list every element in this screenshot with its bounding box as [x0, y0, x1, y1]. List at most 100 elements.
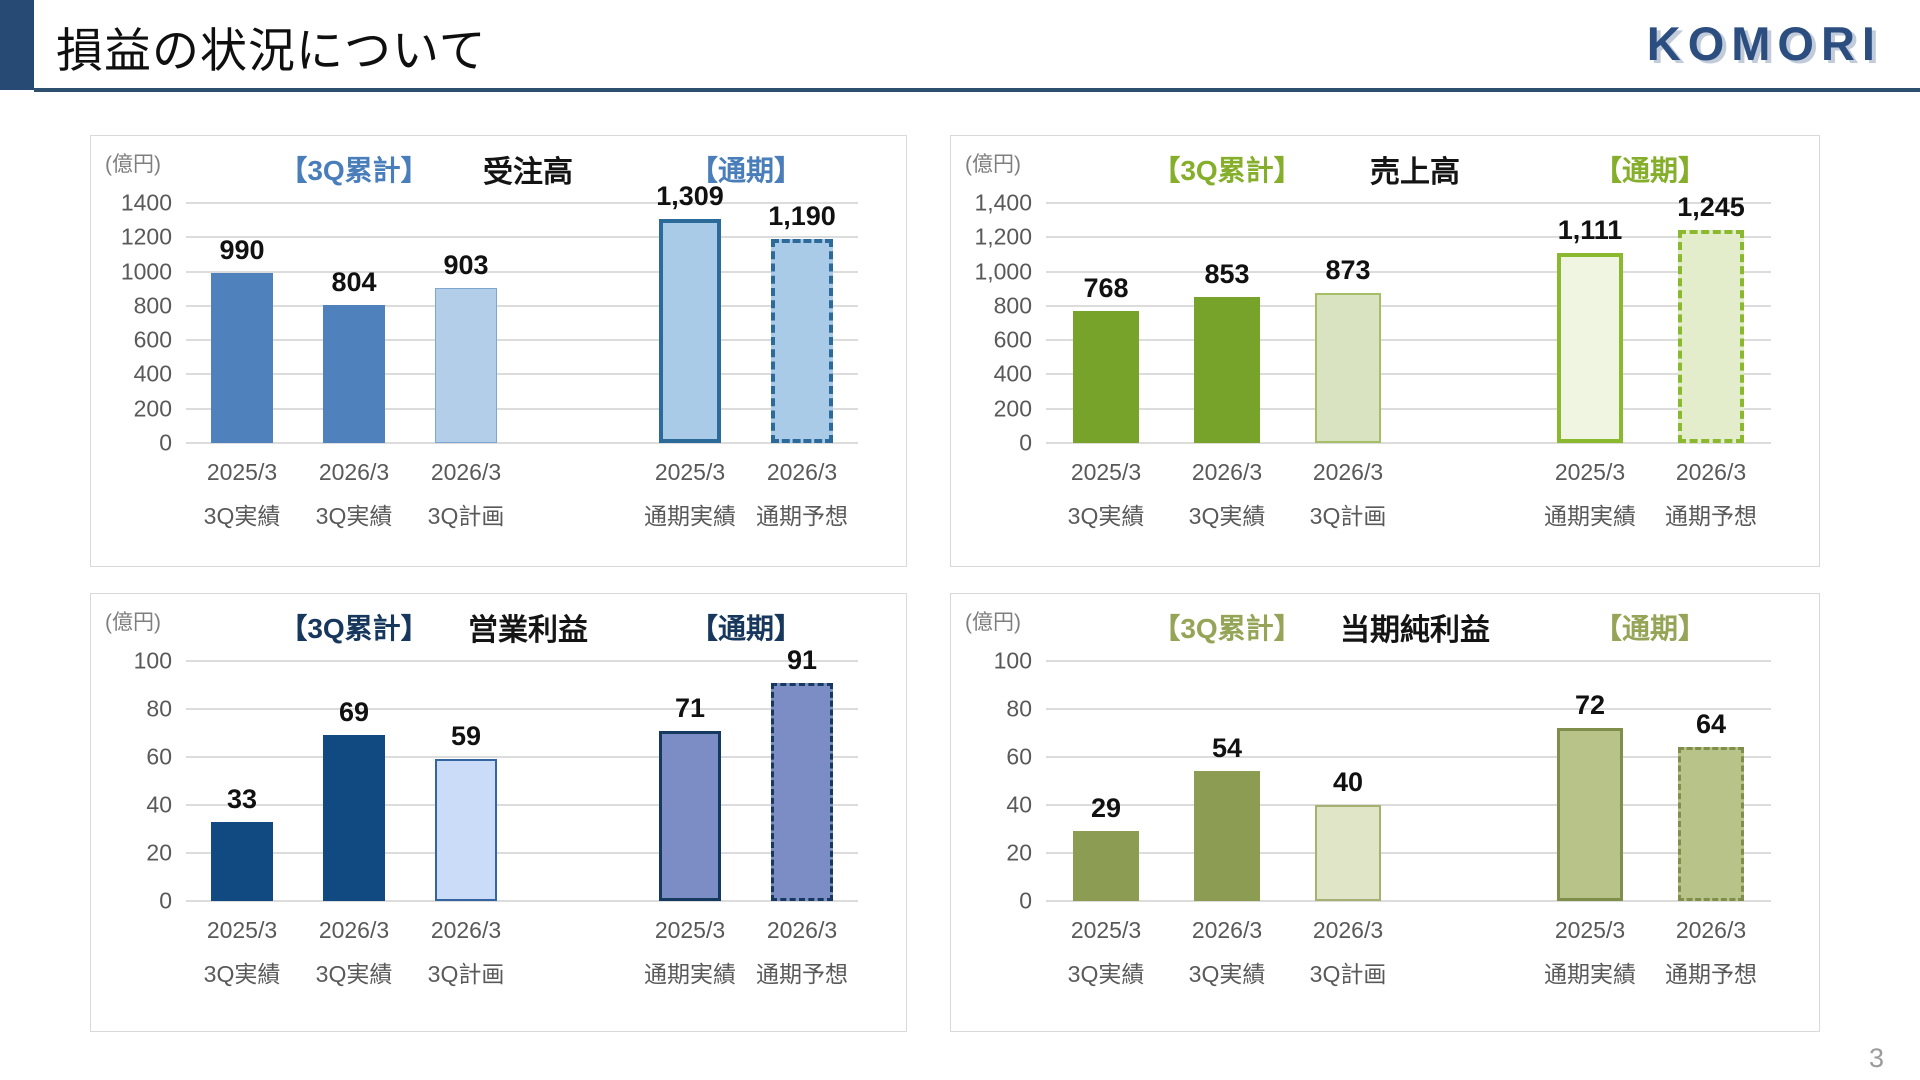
y-axis-tick-label: 400	[993, 360, 1032, 387]
x-axis-label-period: 2026/3	[766, 459, 838, 485]
y-axis-tick-label: 20	[1006, 839, 1032, 866]
y-axis-tick-label: 1400	[120, 189, 172, 216]
y-axis-tick-label: 80	[1006, 695, 1032, 722]
bar-orders-3	[659, 219, 721, 443]
bar-value-label: 903	[443, 250, 489, 280]
x-axis-label-period: 2026/3	[1312, 917, 1384, 943]
group-label-full-year: 【通期】	[1593, 613, 1707, 644]
x-axis-label-type: 3Q実績	[203, 961, 281, 987]
gridline	[186, 756, 858, 758]
bar-value-label: 804	[331, 267, 377, 297]
gridline	[186, 900, 858, 902]
x-axis-label-type: 3Q実績	[315, 961, 393, 987]
plot-area-sales: 1,400 1,200 1,000 800 600 400 200 0 768 2025/3 3Q実…	[974, 190, 1771, 529]
y-axis-tick-label: 60	[1006, 743, 1032, 770]
x-axis-label-period: 2026/3	[318, 459, 390, 485]
y-axis-tick-label: 0	[1019, 429, 1032, 456]
x-axis-label-type: 3Q実績	[1188, 503, 1266, 529]
bar-operating-profit-2	[435, 759, 497, 901]
x-axis-label-period: 2025/3	[1554, 917, 1626, 943]
gridline	[1046, 756, 1771, 758]
y-axis-tick-label: 1200	[120, 223, 172, 250]
group-label-3q-cumulative: 【3Q累計】	[1152, 155, 1302, 186]
gridline	[186, 236, 858, 238]
x-axis-label-type: 3Q実績	[1188, 961, 1266, 987]
y-axis-tick-label: 800	[993, 292, 1032, 319]
axis-unit-label: (億円)	[105, 611, 161, 634]
gridline	[1046, 442, 1771, 444]
bar-value-label: 69	[338, 697, 370, 727]
x-axis-label-period: 2025/3	[654, 459, 726, 485]
x-axis-label-type: 3Q計画	[427, 961, 505, 987]
x-axis-label-type: 3Q計画	[427, 503, 505, 529]
x-axis-label-type: 通期実績	[1544, 961, 1636, 987]
x-axis-label-period: 2025/3	[1070, 459, 1142, 485]
gridline	[186, 708, 858, 710]
bar-sales-2	[1315, 293, 1381, 443]
bar-orders-0	[211, 273, 273, 443]
x-axis-label-period: 2025/3	[206, 917, 278, 943]
bar-value-label: 1,190	[768, 201, 836, 231]
x-axis-label-type: 通期実績	[644, 961, 736, 987]
y-axis-tick-label: 600	[133, 326, 172, 353]
gridline	[186, 804, 858, 806]
x-axis-label-type: 通期予想	[756, 961, 848, 987]
x-axis-label-period: 2026/3	[430, 459, 502, 485]
bar-value-label: 29	[1090, 793, 1122, 823]
gridline	[186, 373, 858, 375]
bar-value-label: 33	[226, 784, 258, 814]
bar-value-label: 64	[1695, 709, 1727, 739]
y-axis-tick-label: 1,400	[974, 189, 1032, 216]
x-axis-label-type: 3Q計画	[1309, 503, 1387, 529]
y-axis-tick-label: 0	[1019, 887, 1032, 914]
y-axis-tick-label: 0	[159, 429, 172, 456]
bar-value-label: 91	[786, 645, 818, 675]
x-axis-label-period: 2026/3	[1675, 459, 1747, 485]
gridline	[186, 852, 858, 854]
chart-title-net-income: 当期純利益	[1340, 614, 1490, 647]
bar-value-label: 853	[1204, 259, 1250, 289]
y-axis-tick-label: 20	[146, 839, 172, 866]
bar-value-label: 59	[450, 721, 482, 751]
axis-unit-label: (億円)	[965, 611, 1021, 634]
x-axis-label-period: 2025/3	[1554, 459, 1626, 485]
y-axis-tick-label: 100	[993, 647, 1032, 674]
bar-operating-profit-4	[771, 683, 833, 901]
chart-title-operating-profit: 営業利益	[468, 614, 588, 647]
y-axis-tick-label: 80	[146, 695, 172, 722]
gridline	[186, 442, 858, 444]
plot-area-orders: 1400 1200 1000 800 600 400 200 0 990 2025/3 3Q実績 80…	[121, 181, 858, 529]
bar-sales-4	[1678, 230, 1744, 443]
page-number: 3	[1868, 1043, 1884, 1073]
title-accent-bar	[0, 0, 34, 90]
y-axis-tick-label: 200	[993, 395, 1032, 422]
x-axis-label-period: 2026/3	[430, 917, 502, 943]
plot-area-net-income: 100 80 60 40 20 0 29 2025/3 3Q実績 54 2026/3 3Q実績 40 20…	[994, 648, 1771, 987]
axis-unit-label: (億円)	[965, 153, 1021, 176]
bar-orders-2	[435, 288, 497, 443]
gridline	[186, 305, 858, 307]
x-axis-label-period: 2026/3	[318, 917, 390, 943]
group-label-full-year: 【通期】	[689, 613, 803, 644]
bar-net-income-0	[1073, 831, 1139, 901]
gridline	[1046, 660, 1771, 662]
y-axis-tick-label: 200	[133, 395, 172, 422]
y-axis-tick-label: 40	[146, 791, 172, 818]
gridline	[1046, 852, 1771, 854]
bar-net-income-4	[1678, 747, 1744, 901]
bar-value-label: 54	[1211, 733, 1243, 763]
bar-value-label: 72	[1574, 690, 1606, 720]
y-axis-tick-label: 40	[1006, 791, 1032, 818]
page-title: 損益の状況について	[56, 24, 487, 77]
gridline	[186, 271, 858, 273]
y-axis-tick-label: 100	[133, 647, 172, 674]
bar-sales-1	[1194, 297, 1260, 443]
chart-panel-operating-profit: (億円) 【3Q累計】 営業利益 【通期】 100 80 60 40 20 0 33 2025…	[90, 593, 907, 1032]
gridline	[1046, 236, 1771, 238]
gridline	[1046, 408, 1771, 410]
x-axis-label-period: 2025/3	[1070, 917, 1142, 943]
gridline	[1046, 202, 1771, 204]
komori-logo: KOMORI	[1646, 17, 1882, 70]
gridline	[1046, 305, 1771, 307]
